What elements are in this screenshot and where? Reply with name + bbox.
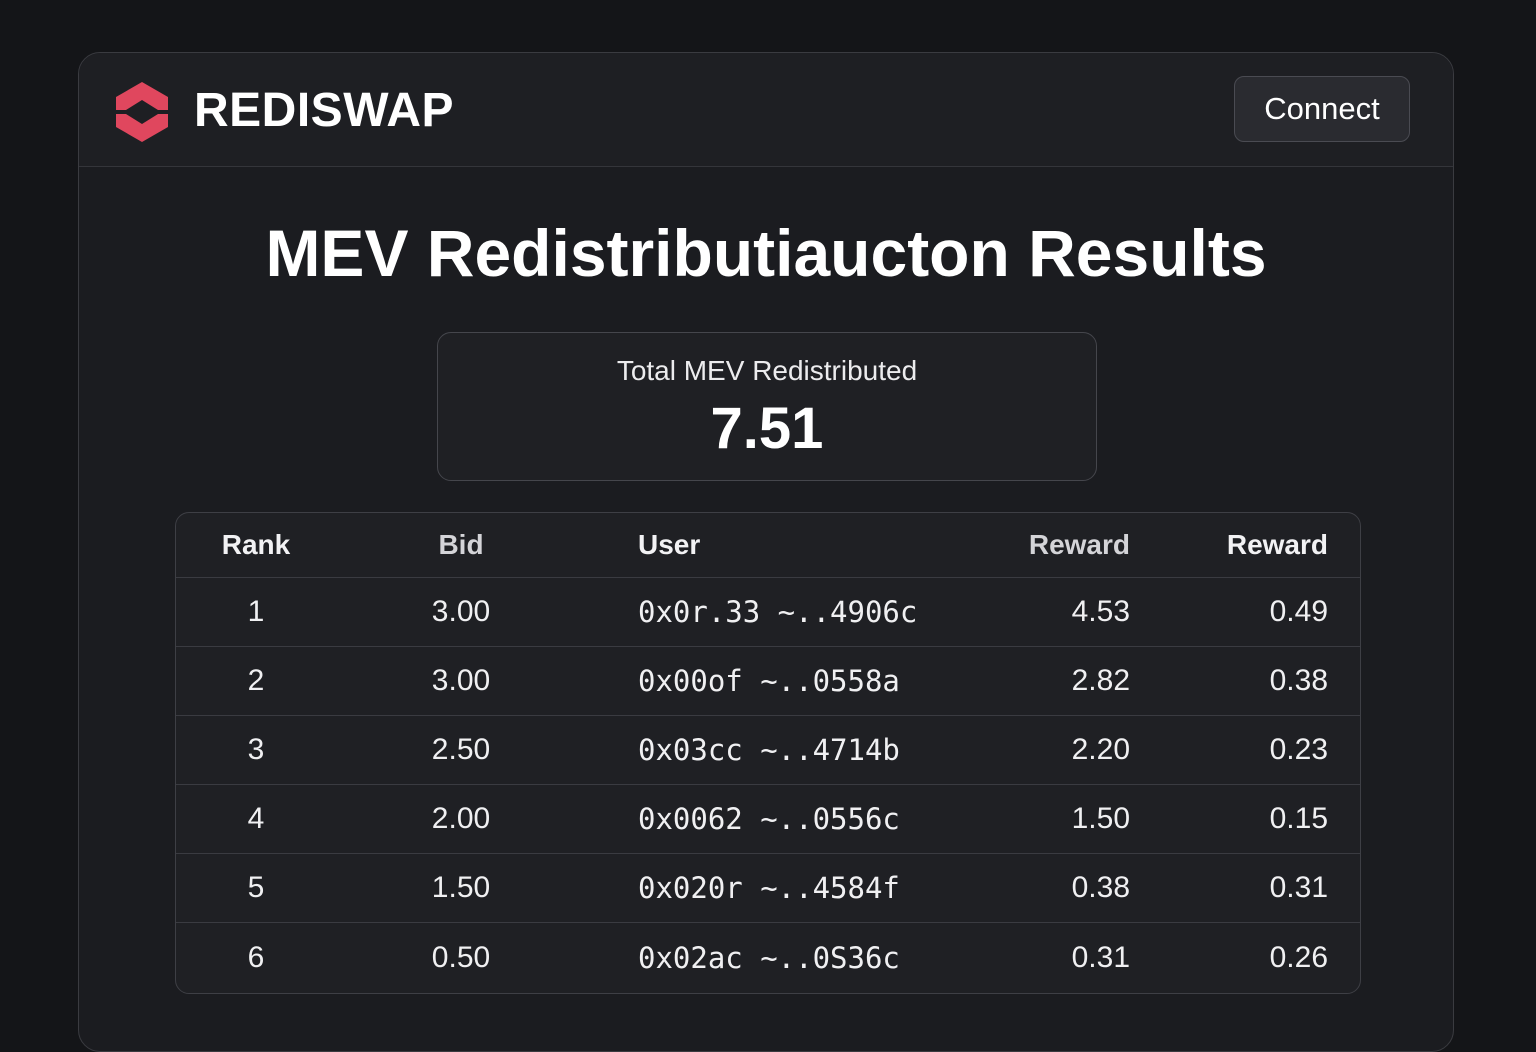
table-row: 4 2.00 0x0062 ~..0556c 1.50 0.15 [176,785,1360,854]
hexagon-logo-icon [116,82,168,142]
table-row: 6 0.50 0x02ac ~..0S36c 0.31 0.26 [176,923,1360,992]
reward-cell: 0.38 [1071,871,1130,904]
page-title: MEV Redistributiaucton Results [265,216,1267,290]
user-address-cell: 0x0062 ~..0556c [638,802,900,836]
table-row: 3 2.50 0x03cc ~..4714b 2.20 0.23 [176,716,1360,785]
reward-2-cell: 0.23 [1269,733,1328,766]
reward-cell: 0.31 [1071,940,1130,974]
reward-cell: 1.50 [1071,802,1130,835]
column-header-rank: Rank [221,529,291,560]
bid-cell: 1.50 [431,871,491,904]
column-header-reward-2: Reward [1226,529,1328,560]
stat-value: 7.51 [710,396,824,461]
user-address-cell: 0x00of ~..0558a [638,664,900,698]
reward-cell: 2.20 [1071,733,1130,766]
bid-cell: 2.00 [431,802,491,835]
table-row: 5 1.50 0x020r ~..4584f 0.38 0.31 [176,854,1360,923]
reward-cell: 4.53 [1071,595,1130,628]
rank-cell: 4 [247,802,265,835]
reward-cell: 2.82 [1071,664,1130,697]
user-address-cell: 0x020r ~..4584f [638,871,900,905]
rank-cell: 6 [247,940,265,974]
user-address-cell: 0x02ac ~..0S36c [638,940,900,975]
bid-cell: 3.00 [431,595,491,628]
column-header-user: User [638,529,701,560]
rank-cell: 3 [247,733,265,766]
brand-name: REDISWAP [194,84,455,137]
rank-cell: 5 [247,871,265,904]
table-header-row: Rank Bid User Reward Reward [176,513,1360,578]
main-card: REDISWAP Connect MEV Redistributiaucton … [78,52,1454,1052]
bid-cell: 0.50 [431,940,491,974]
app-header: REDISWAP Connect [79,53,1453,167]
rank-cell: 1 [247,595,265,628]
total-mev-stat-card: Total MEV Redistributed 7.51 [437,332,1097,481]
reward-2-cell: 0.31 [1269,871,1328,904]
rank-cell: 2 [247,664,265,697]
bid-cell: 3.00 [431,664,491,697]
reward-2-cell: 0.38 [1269,664,1328,697]
reward-2-cell: 0.26 [1269,940,1328,974]
user-address-cell: 0x03cc ~..4714b [638,733,900,767]
table-row: 1 3.00 0x0r.33 ~..4906c 4.53 0.49 [176,578,1360,647]
reward-2-cell: 0.49 [1269,595,1328,628]
stat-label: Total MEV Redistributed [616,355,918,386]
column-header-reward: Reward [1028,529,1130,560]
table-row: 2 3.00 0x00of ~..0558a 2.82 0.38 [176,647,1360,716]
results-table: Rank Bid User Reward Reward 1 3.00 0x0r.… [175,512,1361,994]
reward-2-cell: 0.15 [1269,802,1328,835]
bid-cell: 2.50 [431,733,491,766]
connect-button[interactable]: Connect [1234,76,1410,142]
column-header-bid: Bid [438,529,484,560]
user-address-cell: 0x0r.33 ~..4906c [638,595,918,629]
